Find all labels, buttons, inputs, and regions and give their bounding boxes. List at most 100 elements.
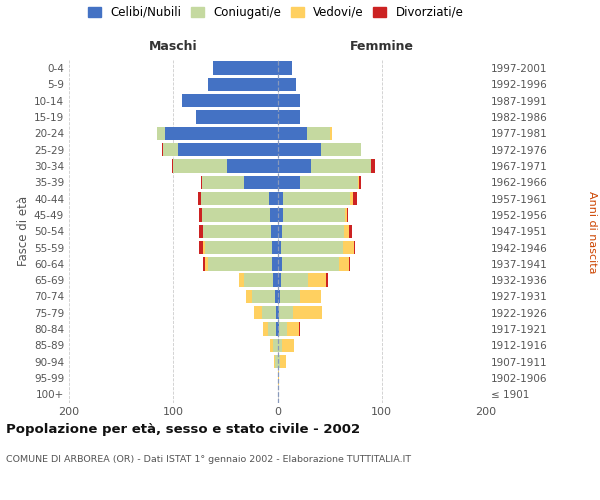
- Bar: [278, 322, 287, 336]
- Bar: [281, 224, 344, 238]
- Bar: [329, 126, 332, 140]
- Text: COMUNE DI ARBOREA (OR) - Dati ISTAT 1° gennaio 2002 - Elaborazione TUTTITALIA.IT: COMUNE DI ARBOREA (OR) - Dati ISTAT 1° g…: [6, 455, 411, 464]
- Bar: [263, 322, 268, 336]
- Bar: [277, 338, 281, 352]
- Bar: [277, 224, 281, 238]
- Bar: [280, 355, 286, 368]
- Bar: [239, 274, 244, 287]
- Bar: [277, 94, 301, 108]
- Bar: [182, 94, 277, 108]
- Bar: [326, 274, 328, 287]
- Bar: [254, 306, 262, 320]
- Bar: [277, 241, 281, 254]
- Bar: [272, 241, 277, 254]
- Bar: [281, 274, 308, 287]
- Bar: [293, 306, 322, 320]
- Bar: [358, 176, 359, 189]
- Bar: [277, 176, 301, 189]
- Bar: [202, 192, 269, 205]
- Bar: [281, 241, 343, 254]
- Bar: [321, 143, 361, 156]
- Bar: [199, 241, 203, 254]
- Bar: [339, 257, 349, 270]
- Bar: [272, 257, 277, 270]
- Bar: [349, 224, 352, 238]
- Bar: [301, 290, 321, 303]
- Bar: [271, 224, 277, 238]
- Bar: [299, 322, 301, 336]
- Bar: [208, 257, 272, 270]
- Text: Maschi: Maschi: [149, 40, 197, 54]
- Bar: [262, 306, 277, 320]
- Bar: [349, 257, 350, 270]
- Bar: [205, 241, 272, 254]
- Bar: [277, 208, 283, 222]
- Bar: [277, 62, 292, 75]
- Bar: [203, 241, 205, 254]
- Bar: [268, 322, 277, 336]
- Bar: [353, 241, 355, 254]
- Bar: [277, 257, 281, 270]
- Bar: [371, 160, 376, 172]
- Text: Anni di nascita: Anni di nascita: [587, 191, 597, 274]
- Bar: [277, 110, 301, 124]
- Bar: [359, 176, 361, 189]
- Bar: [311, 160, 371, 172]
- Bar: [350, 192, 353, 205]
- Bar: [162, 143, 163, 156]
- Bar: [270, 208, 277, 222]
- Bar: [281, 257, 339, 270]
- Bar: [277, 160, 311, 172]
- Bar: [287, 322, 299, 336]
- Bar: [213, 62, 277, 75]
- Bar: [277, 290, 280, 303]
- Bar: [277, 372, 278, 384]
- Bar: [344, 224, 349, 238]
- Bar: [269, 192, 277, 205]
- Bar: [270, 338, 274, 352]
- Bar: [244, 274, 274, 287]
- Bar: [173, 160, 227, 172]
- Bar: [277, 126, 307, 140]
- Bar: [277, 78, 296, 91]
- Bar: [163, 143, 178, 156]
- Bar: [308, 274, 326, 287]
- Bar: [172, 160, 173, 172]
- Bar: [347, 208, 349, 222]
- Text: Popolazione per età, sesso e stato civile - 2002: Popolazione per età, sesso e stato civil…: [6, 422, 360, 436]
- Bar: [199, 224, 203, 238]
- Bar: [277, 355, 280, 368]
- Bar: [353, 192, 357, 205]
- Y-axis label: Fasce di età: Fasce di età: [17, 196, 30, 266]
- Bar: [274, 338, 277, 352]
- Bar: [246, 290, 253, 303]
- Bar: [196, 110, 277, 124]
- Bar: [277, 306, 278, 320]
- Bar: [278, 306, 293, 320]
- Bar: [253, 290, 275, 303]
- Bar: [275, 355, 277, 368]
- Bar: [283, 192, 350, 205]
- Bar: [277, 192, 283, 205]
- Bar: [178, 143, 277, 156]
- Bar: [301, 176, 358, 189]
- Bar: [203, 257, 205, 270]
- Bar: [280, 290, 301, 303]
- Bar: [165, 126, 277, 140]
- Bar: [277, 143, 321, 156]
- Bar: [345, 208, 347, 222]
- Bar: [202, 176, 244, 189]
- Bar: [157, 126, 165, 140]
- Bar: [202, 208, 270, 222]
- Bar: [274, 274, 277, 287]
- Bar: [307, 126, 329, 140]
- Bar: [277, 274, 281, 287]
- Bar: [274, 355, 275, 368]
- Bar: [281, 338, 294, 352]
- Bar: [277, 322, 278, 336]
- Bar: [205, 257, 208, 270]
- Bar: [244, 176, 277, 189]
- Legend: Celibi/Nubili, Coniugati/e, Vedovi/e, Divorziati/e: Celibi/Nubili, Coniugati/e, Vedovi/e, Di…: [88, 6, 464, 19]
- Bar: [275, 290, 277, 303]
- Bar: [203, 224, 271, 238]
